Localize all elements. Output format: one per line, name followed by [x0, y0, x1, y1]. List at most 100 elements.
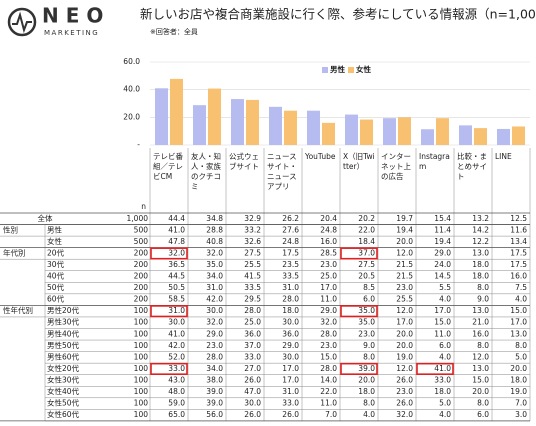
y-tick-label: -	[137, 140, 140, 149]
value-cell: 17.0	[396, 318, 413, 327]
value-cell: 35.0	[358, 306, 375, 315]
category-label: テレビ番組／テレビCM	[153, 152, 183, 181]
row-label: 50代	[47, 282, 65, 292]
value-cell: 8.0	[477, 283, 489, 292]
value-cell: 30.0	[206, 306, 223, 315]
value-cell: 52.0	[168, 352, 185, 361]
highlight-box	[340, 362, 378, 375]
value-cell: 58.5	[168, 295, 185, 304]
value-cell: 14.0	[320, 375, 337, 384]
legend-label: 女性	[356, 64, 371, 74]
value-cell: 5.5	[439, 283, 451, 292]
value-cell: 20.0	[396, 329, 413, 338]
value-cell: 12.0	[396, 248, 413, 257]
row-label: 女性40代	[47, 386, 80, 396]
value-cell: 14.5	[434, 272, 451, 281]
value-cell: 8.0	[477, 341, 489, 350]
row-label: 男性	[47, 224, 62, 234]
value-cell: 13.0	[472, 306, 489, 315]
value-cell: 30.0	[282, 352, 299, 361]
row-label: 女性	[47, 236, 62, 246]
value-cell: 21.5	[396, 272, 413, 281]
bar	[193, 105, 206, 145]
value-cell: 4.0	[439, 295, 451, 304]
value-cell: 43.0	[168, 375, 185, 384]
value-cell: 24.0	[434, 260, 451, 269]
value-cell: 4.0	[515, 295, 527, 304]
value-cell: 23.0	[358, 329, 375, 338]
value-cell: 20.0	[510, 364, 527, 373]
value-cell: 40.8	[206, 237, 223, 246]
value-cell: 11.6	[510, 225, 527, 234]
value-cell: 30.0	[168, 318, 185, 327]
highlight-box	[150, 362, 188, 375]
value-cell: 26.2	[282, 214, 299, 223]
n-cell: 100	[134, 341, 149, 350]
value-cell: 27.5	[244, 248, 261, 257]
value-cell: 6.0	[439, 341, 451, 350]
value-cell: 33.5	[282, 272, 299, 281]
n-cell: 100	[134, 410, 149, 419]
row-label: 40代	[47, 271, 65, 281]
row-label: 男性50代	[47, 340, 80, 350]
value-cell: 17.5	[282, 248, 299, 257]
value-cell: 33.0	[168, 364, 185, 373]
value-cell: 16.0	[472, 329, 489, 338]
value-cell: 13.4	[510, 237, 527, 246]
value-cell: 29.0	[282, 341, 299, 350]
value-cell: 20.0	[472, 387, 489, 396]
row-label: 20代	[47, 247, 65, 257]
value-cell: 32.0	[396, 410, 413, 419]
value-cell: 32.9	[244, 214, 261, 223]
category-label: 比較・まとめサイト	[457, 152, 487, 181]
value-cell: 39.0	[206, 387, 223, 396]
value-cell: 19.7	[396, 214, 413, 223]
value-cell: 20.0	[396, 341, 413, 350]
value-cell: 12.0	[396, 306, 413, 315]
value-cell: 16.0	[320, 237, 337, 246]
value-cell: 11.0	[320, 399, 337, 408]
value-cell: 6.0	[363, 295, 375, 304]
value-cell: 18.0	[434, 387, 451, 396]
row-label: 女性30代	[47, 374, 80, 384]
value-cell: 47.0	[244, 387, 261, 396]
value-cell: 20.2	[358, 214, 375, 223]
y-tick-label: 60.0	[123, 57, 140, 66]
logo-main: NEO	[42, 4, 110, 28]
value-cell: 24.8	[282, 237, 299, 246]
value-cell: 47.8	[168, 237, 185, 246]
value-cell: 34.0	[206, 272, 223, 281]
value-cell: 37.0	[358, 248, 375, 257]
n-cell: 200	[134, 248, 149, 257]
value-cell: 27.0	[244, 364, 261, 373]
value-cell: 26.0	[244, 410, 261, 419]
value-cell: 22.0	[320, 387, 337, 396]
value-cell: 28.0	[320, 329, 337, 338]
row-label: 60代	[47, 294, 65, 304]
value-cell: 19.0	[396, 352, 413, 361]
value-cell: 31.0	[206, 283, 223, 292]
row-label: 30代	[47, 259, 65, 269]
value-cell: 25.0	[244, 318, 261, 327]
n-cell: 200	[134, 272, 149, 281]
value-cell: 29.0	[206, 329, 223, 338]
value-cell: 12.0	[396, 364, 413, 373]
value-cell: 23.0	[396, 387, 413, 396]
value-cell: 25.0	[320, 272, 337, 281]
value-cell: 17.0	[320, 283, 337, 292]
bar	[170, 78, 183, 145]
value-cell: 15.0	[472, 375, 489, 384]
category-label: LINE	[495, 152, 512, 161]
bar	[459, 125, 472, 145]
value-cell: 31.0	[168, 306, 185, 315]
bar	[345, 114, 358, 145]
value-cell: 8.0	[363, 399, 375, 408]
value-cell: 41.0	[168, 329, 185, 338]
value-cell: 18.0	[472, 260, 489, 269]
category-label: インターネット上の広告	[381, 152, 411, 181]
value-cell: 50.5	[168, 283, 185, 292]
value-cell: 17.0	[282, 364, 299, 373]
row-label: 男性20代	[47, 305, 80, 315]
logo-circle	[7, 7, 37, 37]
value-cell: 7.0	[325, 410, 337, 419]
